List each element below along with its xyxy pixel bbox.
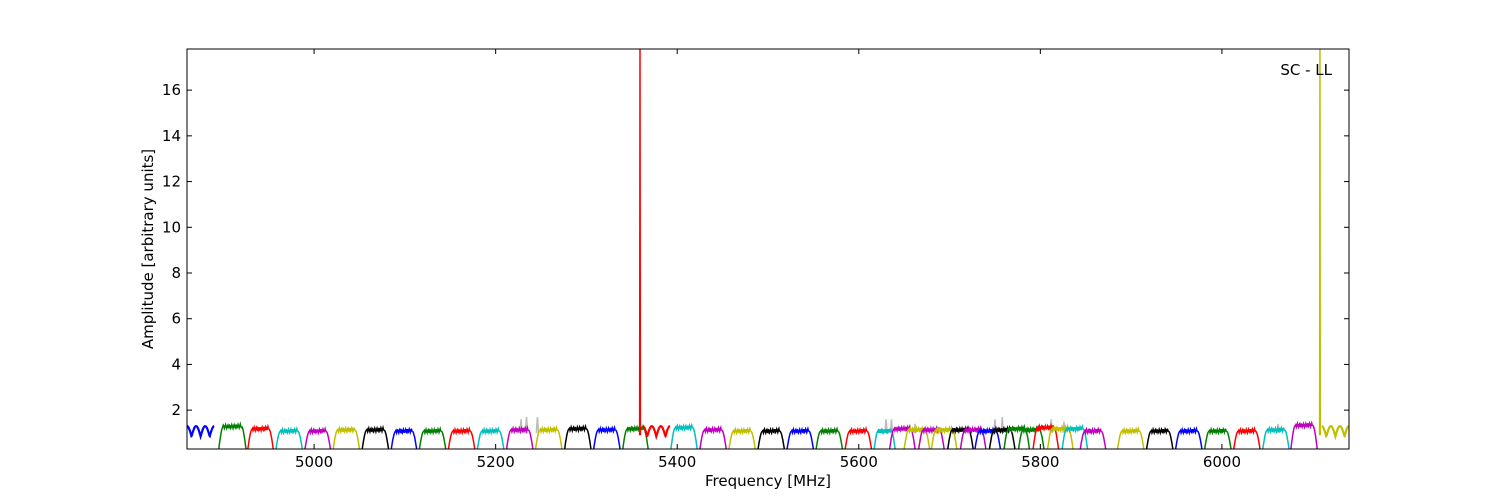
plot-area [187,49,1349,449]
band-13 [563,423,592,449]
band-21 [786,425,815,449]
band-1 [218,421,247,449]
annotation-label: SC - LL [1280,61,1332,79]
band-6 [361,424,390,449]
gray-spike-7 [1000,416,1005,434]
band-5 [332,425,361,449]
band-37 [1061,423,1089,449]
band-34 [1017,424,1045,449]
band-42 [1203,426,1232,449]
band-16 [642,425,671,441]
band-45 [1290,420,1318,449]
y-tick-label-7: 16 [162,81,181,99]
x-tick-label-3: 5600 [840,453,878,471]
band-18 [699,424,727,449]
band-38 [1079,426,1107,449]
band-4 [304,425,332,449]
band-41 [1174,425,1203,449]
x-axis-label: Frequency [MHz] [705,472,831,490]
y-tick-label-1: 4 [171,355,181,373]
band-19 [728,425,757,449]
x-tick-label-4: 5800 [1021,453,1059,471]
band-8 [418,425,447,449]
y-tick-label-2: 6 [171,310,181,328]
x-tick-label-1: 5200 [477,453,515,471]
band-10 [476,425,505,449]
series-layer [187,49,1349,449]
y-tick-label-6: 14 [162,127,181,145]
y-axis-label: Amplitude [arbitrary units] [139,149,157,349]
band-14 [592,424,621,449]
band-22 [815,425,844,449]
y-tick-label-4: 10 [162,218,181,236]
band-7 [390,426,418,449]
y-tick-label-5: 12 [162,173,181,191]
y-tick-label-3: 8 [171,264,181,282]
spike-0 [638,49,642,436]
x-tick-label-5: 6000 [1203,453,1241,471]
x-tick-label-2: 5400 [658,453,696,471]
gray-spike-3 [884,419,888,434]
band-11 [505,424,534,449]
band-20 [757,425,786,449]
band-3 [275,425,304,449]
band-17 [670,422,698,449]
band-9 [447,425,476,449]
band-23 [844,425,873,449]
plot-frame [186,48,1350,450]
band-43 [1232,425,1261,449]
ticks-layer: 5000 5200 5400 5600 5800 6000 2 4 6 8 10 12 14 16 [162,49,1349,471]
band-2 [247,423,274,449]
band-44 [1262,425,1290,449]
band-24 [873,427,896,449]
band-46 [1321,425,1349,441]
band-40 [1145,426,1174,449]
gray-spike-4 [889,419,894,434]
band-39 [1116,425,1145,449]
band-0 [187,425,215,441]
x-tick-label-0: 5000 [295,453,333,471]
gray-spike-2 [535,416,540,434]
band-12 [534,424,563,449]
spike-1 [1318,49,1322,436]
y-tick-label-0: 2 [171,401,181,419]
